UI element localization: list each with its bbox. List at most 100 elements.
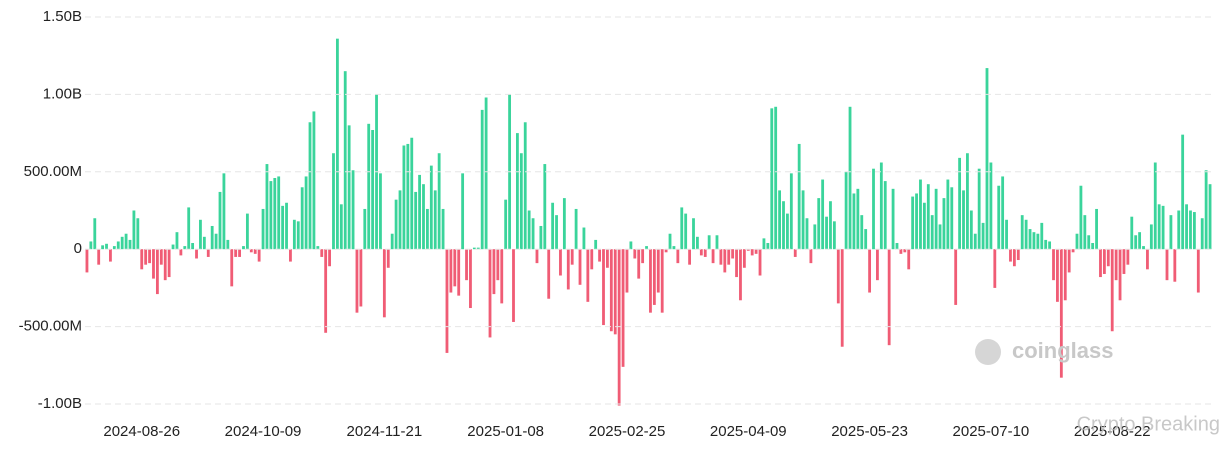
bar	[813, 224, 817, 250]
bar	[930, 215, 934, 250]
y-tick-label: 1.00B	[43, 85, 82, 102]
bar	[105, 243, 108, 250]
bar	[1110, 249, 1114, 332]
bar	[723, 249, 727, 273]
bar	[1196, 249, 1200, 293]
bar	[1142, 246, 1145, 250]
bar	[480, 109, 484, 250]
bar	[535, 249, 539, 264]
bar	[703, 249, 707, 257]
bar	[692, 218, 695, 250]
bar	[527, 210, 531, 250]
bar	[559, 249, 562, 276]
bar	[1173, 249, 1177, 282]
bar	[637, 249, 641, 279]
bar	[586, 249, 590, 302]
bar	[1134, 235, 1138, 250]
bar	[512, 249, 515, 322]
bar	[124, 233, 128, 250]
bar	[469, 249, 472, 309]
bar	[625, 249, 629, 293]
bar	[656, 249, 660, 293]
y-tick-label: -500.00M	[19, 318, 82, 335]
bar	[402, 145, 406, 250]
x-tick-label: 2025-08-22	[1074, 423, 1151, 440]
bar	[351, 170, 355, 250]
bar	[1126, 249, 1130, 265]
bar	[891, 188, 895, 250]
x-tick-label: 2025-07-10	[953, 423, 1030, 440]
bar	[382, 249, 386, 318]
bar	[903, 249, 907, 253]
bar	[879, 162, 883, 250]
bar	[742, 249, 746, 268]
bar	[668, 233, 672, 250]
bar	[519, 153, 523, 250]
y-tick-label: 1.50B	[43, 8, 82, 25]
bar	[578, 249, 582, 285]
bar	[758, 249, 762, 276]
bar	[754, 249, 758, 254]
bar	[895, 243, 899, 250]
x-tick-label: 2024-11-21	[347, 423, 423, 440]
bar	[582, 227, 586, 250]
bar	[1024, 219, 1028, 250]
bar	[883, 181, 887, 250]
bar	[915, 193, 918, 250]
bar	[457, 249, 461, 296]
bar	[359, 249, 363, 307]
bar	[1181, 134, 1185, 250]
bar	[1052, 249, 1055, 281]
bar	[836, 249, 840, 304]
bar	[809, 249, 813, 264]
bar	[1192, 212, 1196, 250]
bar	[414, 191, 418, 250]
bar	[320, 249, 324, 257]
bar	[371, 130, 375, 250]
bar	[1189, 210, 1192, 250]
bar	[273, 177, 277, 250]
bar	[1200, 218, 1204, 250]
bar	[1071, 249, 1075, 253]
bar	[919, 179, 922, 250]
bar	[1028, 229, 1032, 250]
bar	[339, 204, 343, 250]
bar	[899, 249, 903, 254]
bar	[789, 173, 793, 250]
watermark-logo	[975, 339, 1001, 365]
bar	[860, 215, 864, 250]
bar	[230, 249, 234, 287]
bar	[997, 185, 1001, 250]
bar	[821, 179, 825, 250]
bar	[617, 249, 621, 406]
bar	[876, 249, 879, 281]
bar	[1087, 235, 1091, 250]
bar	[1165, 249, 1169, 281]
bar	[296, 221, 300, 250]
bar	[500, 249, 504, 304]
bar	[739, 249, 742, 301]
bar	[598, 249, 601, 262]
bar	[1161, 205, 1165, 250]
bar	[1177, 210, 1181, 250]
bar	[727, 249, 731, 265]
bar	[1118, 249, 1122, 301]
bar	[555, 215, 558, 250]
bar	[199, 219, 202, 250]
bar	[128, 239, 132, 250]
bar	[465, 249, 468, 281]
bar	[1016, 249, 1020, 261]
bar	[981, 222, 985, 250]
bar	[234, 249, 238, 257]
bar	[594, 239, 598, 250]
bar	[938, 224, 942, 250]
bar	[1099, 249, 1102, 278]
bar	[97, 249, 101, 265]
bar	[93, 218, 97, 250]
bar	[175, 232, 179, 250]
bar	[844, 171, 848, 250]
bar	[429, 165, 433, 250]
bar	[195, 249, 198, 259]
bar	[1063, 249, 1067, 301]
bar	[292, 219, 296, 250]
